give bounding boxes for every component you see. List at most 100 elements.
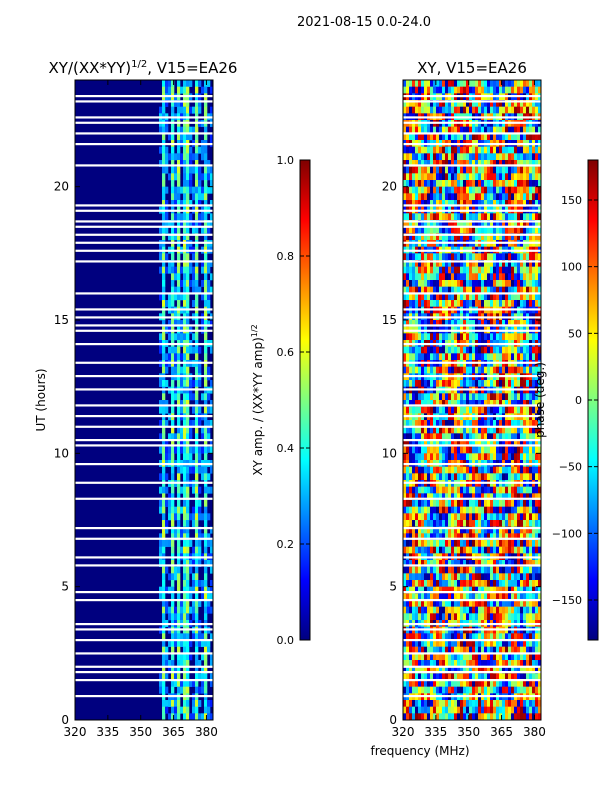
heatmap-cell	[433, 420, 437, 427]
heatmap-cell	[180, 400, 184, 407]
heatmap-cell	[481, 600, 485, 607]
heatmap-cell	[481, 133, 485, 141]
heatmap-cell	[195, 433, 199, 441]
heatmap-cell	[415, 500, 419, 507]
heatmap-cell	[511, 106, 515, 114]
heatmap-cell	[177, 160, 181, 167]
heatmap-cell	[538, 100, 541, 107]
heatmap-cell	[457, 220, 461, 227]
heatmap-cell	[472, 560, 476, 567]
heatmap-cell	[204, 266, 208, 274]
heatmap-cell	[532, 400, 536, 407]
heatmap-cell	[198, 193, 202, 201]
heatmap-cell	[207, 486, 211, 494]
heatmap-cell	[207, 473, 211, 481]
heatmap-cell	[207, 186, 211, 194]
heatmap-cell	[445, 293, 449, 301]
heatmap-cell	[526, 473, 530, 481]
heatmap-cell	[487, 106, 491, 114]
heatmap-cell	[475, 213, 479, 221]
heatmap-cell	[406, 146, 410, 154]
heatmap-cell	[448, 173, 452, 181]
heatmap-cell	[433, 546, 437, 554]
heatmap-cell	[439, 453, 443, 461]
heatmap-cell	[496, 333, 500, 341]
heatmap-cell	[493, 200, 497, 207]
heatmap-cell	[529, 260, 533, 267]
heatmap-cell	[532, 166, 536, 174]
heatmap-cell	[445, 220, 449, 227]
heatmap-cell	[484, 586, 488, 594]
heatmap-cell	[433, 200, 437, 207]
heatmap-cell	[472, 420, 476, 427]
heatmap-cell	[424, 186, 428, 194]
heatmap-cell	[478, 86, 482, 94]
heatmap-cell	[409, 106, 413, 114]
heatmap-cell	[433, 566, 437, 574]
heatmap-cell	[514, 586, 518, 594]
heatmap-cell	[493, 233, 497, 241]
heatmap-cell	[433, 100, 437, 107]
heatmap-cell	[186, 473, 190, 481]
heatmap-cell	[529, 293, 533, 301]
heatmap-cell	[430, 193, 434, 201]
heatmap-cell	[403, 193, 407, 201]
heatmap-cell	[436, 526, 440, 534]
heatmap-cell	[171, 533, 175, 541]
heatmap-cell	[180, 426, 184, 434]
heatmap-cell	[454, 586, 458, 594]
heatmap-cell	[514, 580, 518, 587]
heatmap-cell	[508, 233, 512, 241]
heatmap-cell	[517, 266, 521, 274]
heatmap-cell	[201, 586, 205, 594]
heatmap-cell	[511, 100, 515, 107]
heatmap-cell	[162, 100, 166, 107]
heatmap-cell	[502, 600, 506, 607]
heatmap-cell	[418, 520, 422, 527]
heatmap-cell	[469, 440, 473, 447]
heatmap-cell	[210, 486, 213, 494]
heatmap-cell	[466, 593, 470, 601]
heatmap-cell	[532, 600, 536, 607]
heatmap-cell	[192, 586, 196, 594]
heatmap-cell	[433, 506, 437, 514]
heatmap-cell	[466, 233, 470, 241]
heatmap-cell	[529, 146, 533, 154]
heatmap-cell	[406, 526, 410, 534]
heatmap-cell	[201, 713, 205, 720]
heatmap-cell	[460, 233, 464, 241]
heatmap-cell	[433, 160, 437, 167]
heatmap-cell	[201, 666, 205, 674]
heatmap-cell	[192, 700, 196, 707]
heatmap-cell	[412, 486, 416, 494]
heatmap-cell	[502, 566, 506, 574]
heatmap-cell	[496, 600, 500, 607]
heatmap-cell	[421, 533, 425, 541]
heatmap-cell	[424, 446, 428, 454]
heatmap-cell	[472, 520, 476, 527]
heatmap-cell	[418, 453, 422, 461]
heatmap-cell	[520, 400, 524, 407]
heatmap-cell	[502, 226, 506, 234]
heatmap-cell	[484, 400, 488, 407]
heatmap-cell	[523, 573, 527, 581]
heatmap-cell	[511, 606, 515, 614]
data-gap	[75, 388, 213, 391]
heatmap-cell	[195, 366, 199, 374]
heatmap-cell	[457, 473, 461, 481]
heatmap-cell	[439, 160, 443, 167]
heatmap-cell	[448, 566, 452, 574]
heatmap-cell	[490, 593, 494, 601]
heatmap-cell	[421, 420, 425, 427]
heatmap-cell	[517, 146, 521, 154]
heatmap-cell	[460, 193, 464, 201]
heatmap-cell	[529, 86, 533, 94]
heatmap-cell	[427, 260, 431, 267]
heatmap-cell	[454, 533, 458, 541]
heatmap-cell	[207, 226, 211, 234]
heatmap-cell	[502, 533, 506, 541]
heatmap-cell	[412, 440, 416, 447]
heatmap-cell	[177, 260, 181, 267]
heatmap-cell	[207, 446, 211, 454]
heatmap-cell	[204, 646, 208, 654]
